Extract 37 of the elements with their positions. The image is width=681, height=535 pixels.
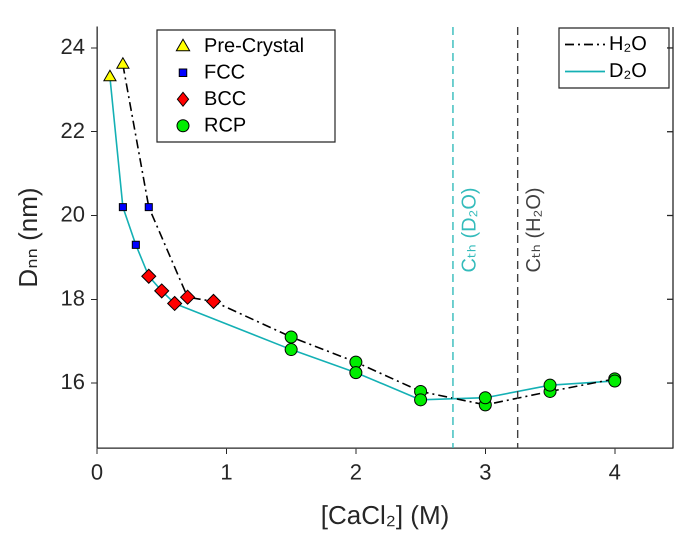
point (154, 283, 170, 298)
point (132, 240, 140, 249)
x-tick-label: 3 (479, 459, 492, 484)
point (144, 203, 153, 212)
legend-label: D₂O (609, 60, 647, 82)
point (118, 203, 127, 212)
x-axis-title: [CaCl₂] (M) (320, 500, 450, 530)
y-tick-label: 16 (60, 369, 85, 394)
x-tick-label: 2 (350, 459, 362, 484)
y-tick-label: 22 (60, 118, 85, 143)
x-tick-label: 4 (608, 459, 621, 484)
point (414, 393, 428, 406)
point (349, 366, 362, 380)
legend-label: RCP (204, 114, 246, 136)
point (544, 378, 557, 392)
point (141, 268, 156, 284)
point (180, 290, 196, 305)
x-tick-label: 1 (220, 459, 233, 484)
y-tick-label: 18 (60, 285, 85, 310)
legend-label: H₂O (609, 33, 647, 56)
ref-line-label: Cₜₕ (H₂O) (523, 187, 546, 273)
legend-label: FCC (204, 61, 246, 84)
y-axis-title: Dₙₙ (nm) (13, 187, 44, 288)
legend-label: Pre-Crystal (204, 34, 304, 57)
point (103, 70, 117, 82)
legend-label: BCC (204, 88, 246, 110)
y-tick-label: 24 (60, 34, 85, 60)
y-tick-label: 20 (60, 202, 85, 227)
point (206, 294, 221, 309)
point (116, 57, 130, 69)
x-tick-label: 0 (90, 459, 104, 484)
point (284, 343, 298, 356)
point (349, 356, 362, 369)
point (284, 330, 298, 344)
point (167, 296, 182, 311)
point (478, 391, 492, 404)
ref-line-label: Cₜₕ (D₂O) (458, 187, 480, 273)
